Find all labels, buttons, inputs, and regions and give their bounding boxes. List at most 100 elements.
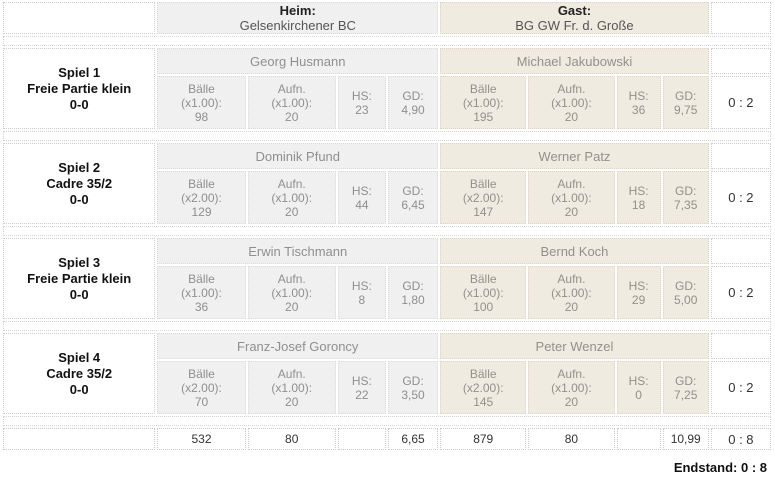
innings-mult: (x1.00):: [551, 95, 592, 110]
balls-value: 70: [194, 394, 209, 409]
game3-guest-hs-cell: HS: 29: [616, 266, 661, 319]
game2-number: Spiel 2: [58, 159, 101, 175]
balls-mult: (x1.00):: [181, 95, 222, 110]
game2-discipline: Cadre 35/2: [46, 175, 113, 191]
totals-home-gd: 6,65: [387, 428, 439, 450]
innings-mult: (x1.00):: [551, 190, 592, 205]
game2-guest-balls-cell: Bälle (x2.00): 147: [440, 171, 527, 224]
game4-guest-gd-cell: GD: 7,25: [662, 361, 709, 414]
balls-mult: (x2.00):: [462, 380, 504, 395]
game4-guest-hs-cell: HS: 0: [616, 361, 661, 414]
innings-label: Aufn.: [557, 176, 586, 191]
game4-home-innings-cell: Aufn. (x1.00): 20: [247, 361, 336, 414]
final-score: Endstand: 0 : 8: [673, 459, 767, 475]
gd-label: GD:: [402, 88, 424, 103]
totals-guest-hs: [616, 428, 661, 450]
balls-mult: (x1.00):: [181, 285, 222, 300]
gd-label: GD:: [675, 183, 697, 198]
hs-value: 22: [355, 387, 369, 402]
innings-label: Aufn.: [277, 81, 306, 96]
gd-value: 7,35: [674, 197, 698, 212]
game4-guest-balls-cell: Bälle (x2.00): 145: [440, 361, 527, 414]
game4-discipline: Cadre 35/2: [46, 365, 113, 381]
innings-label: Aufn.: [557, 81, 586, 96]
game1-guest-player: Michael Jakubowski: [440, 48, 709, 74]
game1-home-gd-cell: GD: 4,90: [387, 76, 439, 129]
gd-value: 9,75: [674, 102, 698, 117]
spacer-cell: [3, 321, 771, 331]
game3-number: Spiel 3: [58, 254, 101, 270]
game2-name-row: Spiel 2 Cadre 35/2 0-0 Dominik Pfund Wer…: [3, 143, 771, 224]
game2-stats-row: Bälle (x2.00): 129 Aufn. (x1.00): 20 HS:…: [3, 171, 771, 224]
game1-number: Spiel 1: [58, 64, 101, 80]
hs-value: 18: [631, 197, 646, 212]
balls-value: 195: [473, 109, 494, 124]
balls-label: Bälle: [469, 81, 497, 96]
innings-label: Aufn.: [557, 366, 586, 381]
balls-label: Bälle: [188, 81, 215, 96]
hs-label: HS:: [628, 183, 649, 198]
game1-name-row: Spiel 1 Freie Partie klein 0-0 Georg Hus…: [3, 48, 771, 129]
game4-label-cell: Spiel 4 Cadre 35/2 0-0: [3, 333, 156, 414]
spacer-cell: [3, 36, 771, 46]
gd-value: 6,45: [401, 197, 425, 212]
game4-guest-player: Peter Wenzel: [440, 333, 709, 359]
balls-value: 98: [194, 109, 209, 124]
game4-guest-innings-cell: Aufn. (x1.00): 20: [528, 361, 615, 414]
spacer-cell: [3, 226, 771, 236]
home-team-header: Heim: Gelsenkirchener BC: [157, 2, 439, 34]
balls-label: Bälle: [188, 271, 215, 286]
innings-value: 20: [285, 394, 299, 409]
totals-guest-innings: 80: [528, 428, 615, 450]
totals-home-innings: 80: [247, 428, 336, 450]
spacer-row: [3, 36, 771, 46]
game4-stats-row: Bälle (x2.00): 70 Aufn. (x1.00): 20 HS: …: [3, 361, 771, 414]
innings-value: 20: [285, 299, 299, 314]
game4-home-hs-cell: HS: 22: [337, 361, 386, 414]
header-empty-score-cell: [710, 2, 771, 34]
hs-value: 36: [631, 102, 646, 117]
game3-home-balls-cell: Bälle (x1.00): 36: [157, 266, 246, 319]
game4-score: 0 : 2: [710, 361, 771, 414]
hs-label: HS:: [351, 373, 372, 388]
innings-mult: (x1.00):: [271, 380, 313, 395]
balls-mult: (x1.00):: [462, 285, 504, 300]
balls-label: Bälle: [188, 366, 215, 381]
spacer-row: [3, 226, 771, 236]
game1-label-cell: Spiel 1 Freie Partie klein 0-0: [3, 48, 156, 129]
innings-mult: (x1.00):: [271, 95, 313, 110]
balls-value: 129: [191, 204, 212, 219]
game4-name-row: Spiel 4 Cadre 35/2 0-0 Franz-Josef Goron…: [3, 333, 771, 414]
game3-guest-gd-cell: GD: 5,00: [662, 266, 709, 319]
home-team-name: Gelsenkirchener BC: [239, 18, 356, 33]
totals-empty-label-cell: [3, 428, 156, 450]
innings-label: Aufn.: [277, 176, 306, 191]
game3-guest-balls-cell: Bälle (x1.00): 100: [440, 266, 527, 319]
header-empty-label-cell: [3, 2, 156, 34]
hs-label: HS:: [351, 278, 372, 293]
game4-number: Spiel 4: [58, 349, 101, 365]
spacer-cell: [3, 131, 771, 141]
totals-guest-gd: 10,99: [662, 428, 709, 450]
home-label: Heim:: [279, 3, 316, 18]
gd-value: 5,00: [674, 292, 698, 307]
game2-home-innings-cell: Aufn. (x1.00): 20: [247, 171, 336, 224]
innings-value: 20: [564, 109, 579, 124]
balls-mult: (x2.00):: [462, 190, 504, 205]
balls-label: Bälle: [469, 366, 497, 381]
game1-score: 0 : 2: [710, 76, 771, 129]
game2-home-hs-cell: HS: 44: [337, 171, 386, 224]
innings-value: 20: [285, 109, 299, 124]
hs-value: 8: [358, 292, 366, 307]
game1-subscore: 0-0: [69, 96, 89, 112]
balls-value: 147: [473, 204, 494, 219]
balls-value: 100: [473, 299, 494, 314]
game2-score: 0 : 2: [710, 171, 771, 224]
match-result-table: Heim: Gelsenkirchener BC Gast: BG GW Fr.…: [1, 0, 773, 452]
game1-stats-row: Bälle (x1.00): 98 Aufn. (x1.00): 20 HS: …: [3, 76, 771, 129]
hs-value: 29: [631, 292, 646, 307]
hs-label: HS:: [628, 373, 649, 388]
innings-value: 20: [564, 299, 579, 314]
game3-subscore: 0-0: [69, 286, 89, 302]
spacer-row: [3, 321, 771, 331]
